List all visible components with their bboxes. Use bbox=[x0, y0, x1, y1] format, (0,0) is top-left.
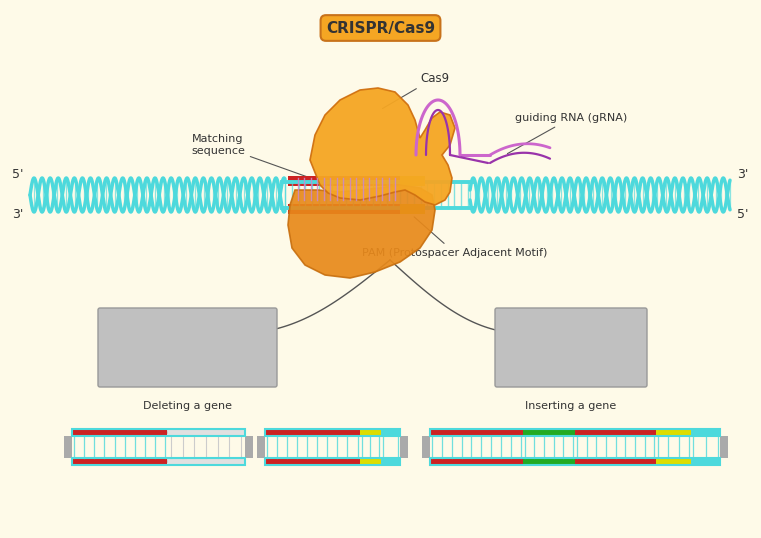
Bar bbox=[656, 429, 691, 436]
Text: PAM (Protospacer Adjacent Motif): PAM (Protospacer Adjacent Motif) bbox=[362, 217, 548, 258]
Bar bbox=[72, 458, 167, 465]
Bar bbox=[265, 429, 400, 436]
FancyBboxPatch shape bbox=[288, 176, 400, 186]
Bar bbox=[720, 436, 728, 458]
Bar bbox=[167, 429, 245, 436]
Bar bbox=[72, 429, 245, 436]
Bar bbox=[72, 429, 245, 436]
Bar bbox=[265, 429, 400, 436]
Text: 3': 3' bbox=[12, 209, 24, 222]
Bar bbox=[72, 429, 167, 436]
Bar bbox=[381, 458, 400, 465]
FancyBboxPatch shape bbox=[400, 204, 425, 214]
Text: 5': 5' bbox=[12, 168, 24, 181]
Text: NHEJ
(Non-Homologous
End Joining): NHEJ (Non-Homologous End Joining) bbox=[138, 331, 237, 364]
Bar bbox=[575, 429, 656, 436]
Bar bbox=[523, 429, 575, 436]
Text: Cas9: Cas9 bbox=[382, 72, 449, 109]
Text: Matching
sequence: Matching sequence bbox=[191, 134, 327, 184]
Polygon shape bbox=[310, 88, 455, 205]
Bar bbox=[64, 436, 72, 458]
Bar bbox=[430, 429, 720, 436]
Bar bbox=[359, 429, 381, 436]
Bar bbox=[422, 436, 430, 458]
Text: HDR
(Homologous
Direct Repair): HDR (Homologous Direct Repair) bbox=[533, 331, 610, 364]
FancyBboxPatch shape bbox=[288, 204, 400, 214]
Bar bbox=[691, 429, 720, 436]
Bar bbox=[430, 429, 720, 436]
FancyBboxPatch shape bbox=[98, 308, 277, 387]
Bar bbox=[72, 458, 245, 465]
Bar bbox=[245, 436, 253, 458]
Bar bbox=[430, 458, 523, 465]
Text: Deleting a gene: Deleting a gene bbox=[143, 401, 232, 411]
Bar bbox=[656, 458, 691, 465]
Bar bbox=[430, 458, 720, 465]
Bar bbox=[359, 458, 381, 465]
Text: CRISPR/Cas9: CRISPR/Cas9 bbox=[326, 20, 435, 36]
Bar bbox=[72, 458, 245, 465]
Bar bbox=[265, 458, 359, 465]
Bar bbox=[167, 458, 245, 465]
Text: guiding RNA (gRNA): guiding RNA (gRNA) bbox=[508, 113, 627, 154]
Text: Inserting a gene: Inserting a gene bbox=[525, 401, 616, 411]
Bar bbox=[265, 458, 400, 465]
Bar bbox=[381, 429, 400, 436]
Bar bbox=[400, 436, 408, 458]
Text: 3': 3' bbox=[737, 168, 749, 181]
FancyBboxPatch shape bbox=[400, 176, 425, 186]
Polygon shape bbox=[288, 185, 435, 278]
Text: 5': 5' bbox=[737, 209, 749, 222]
Bar bbox=[575, 458, 656, 465]
Bar bbox=[523, 458, 575, 465]
Bar bbox=[265, 429, 359, 436]
FancyBboxPatch shape bbox=[495, 308, 647, 387]
Bar bbox=[691, 458, 720, 465]
Bar bbox=[430, 429, 523, 436]
Bar bbox=[257, 436, 265, 458]
Bar bbox=[265, 458, 400, 465]
Bar bbox=[430, 458, 720, 465]
